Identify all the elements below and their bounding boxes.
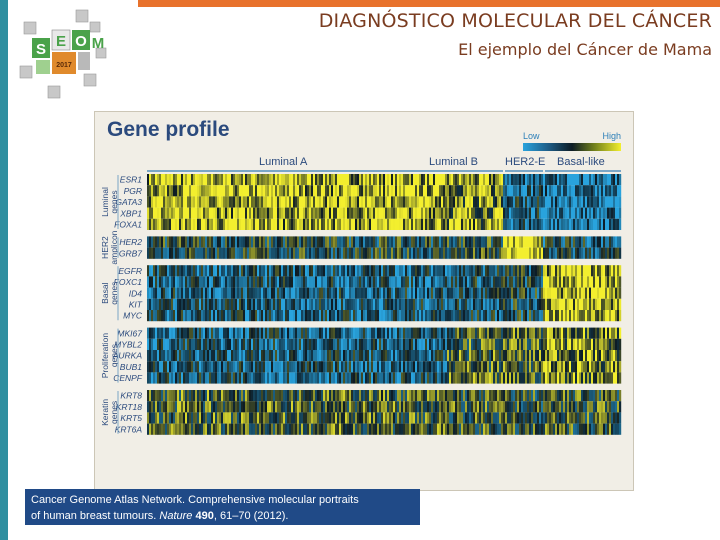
citation-line-2: of human breast tumours. Nature 490, 61–… [31, 508, 414, 524]
gene-label-mki67: MKI67 [117, 328, 142, 338]
left-accent-bar [0, 0, 8, 540]
gene-label-krt5: KRT5 [120, 413, 142, 423]
gene-label-esr1: ESR1 [120, 175, 142, 185]
gene-group-label-2: Basalgenes [100, 282, 119, 305]
gene-label-krt6a: KRT6A [115, 424, 143, 434]
gene-label-xbp1: XBP1 [119, 208, 142, 218]
gene-label-foxa1: FOXA1 [114, 220, 142, 230]
subtype-bracket-her2-e [505, 170, 543, 172]
logo-letter-o: O [75, 33, 87, 50]
subtype-label-luminal-a: Luminal A [259, 156, 308, 168]
top-accent-rule [138, 0, 720, 7]
gene-label-her2: HER2 [119, 237, 142, 247]
gene-label-myc: MYC [123, 311, 143, 321]
subtype-label-basal-like: Basal-like [557, 156, 605, 168]
subtype-label-her2-e: HER2-E [505, 156, 546, 168]
citation-journal: Nature [159, 510, 193, 522]
slide-title: DIAGNÓSTICO MOLECULAR DEL CÁNCER [318, 10, 712, 32]
gene-label-egfr: EGFR [118, 266, 142, 276]
citation-line-2-prefix: of human breast tumours. [31, 510, 160, 522]
gene-label-gata3: GATA3 [115, 197, 142, 207]
subtype-bracket-basal-like [545, 170, 621, 172]
citation-pages-year: , 61–70 (2012). [213, 510, 289, 522]
expression-legend: Low High [523, 131, 621, 153]
citation-box: Cancer Genome Atlas Network. Comprehensi… [25, 489, 420, 525]
gene-group-label-0: Luminalgenes [100, 187, 119, 217]
gene-label-cenpf: CENPF [113, 373, 143, 383]
gene-label-mybl2: MYBL2 [114, 340, 142, 350]
gene-label-foxc1: FOXC1 [114, 277, 143, 287]
logo-year: 2017 [56, 62, 72, 69]
gene-profile-figure: Gene profile Low High Luminal A Luminal … [94, 111, 634, 491]
gene-group-label-3: Proliferationgenes [100, 333, 119, 379]
figure-title: Gene profile [107, 118, 230, 141]
gene-label-aurka: AURKA [112, 351, 143, 361]
gene-group-label-1: HER2amplicon [100, 230, 119, 264]
citation-line-1: Cancer Genome Atlas Network. Comprehensi… [31, 494, 359, 506]
legend-high-label: High [602, 131, 621, 141]
gene-label-id4: ID4 [129, 288, 143, 298]
gene-label-bub1: BUB1 [120, 362, 142, 372]
legend-gradient-bar [523, 143, 621, 151]
gene-label-krt18: KRT18 [116, 402, 143, 412]
gene-label-pgr: PGR [124, 186, 142, 196]
gene-label-krt8: KRT8 [120, 391, 142, 401]
legend-low-label: Low [523, 131, 540, 141]
cube-logo-icon: S E O M 2017 [19, 9, 107, 99]
gene-label-grb7: GRB7 [119, 248, 142, 258]
gene-group-label-4: Keratingenes [100, 399, 119, 426]
logo-letter-e: E [56, 33, 66, 50]
gene-label-kit: KIT [129, 300, 143, 310]
subtype-bracket-luminal [147, 170, 503, 172]
logo-letter-s: S [36, 41, 46, 58]
subtype-label-luminal-b: Luminal B [429, 156, 478, 168]
slide-subtitle: El ejemplo del Cáncer de Mama [458, 40, 712, 59]
logo-letter-m: M [92, 35, 105, 52]
citation-volume: 490 [195, 510, 214, 522]
